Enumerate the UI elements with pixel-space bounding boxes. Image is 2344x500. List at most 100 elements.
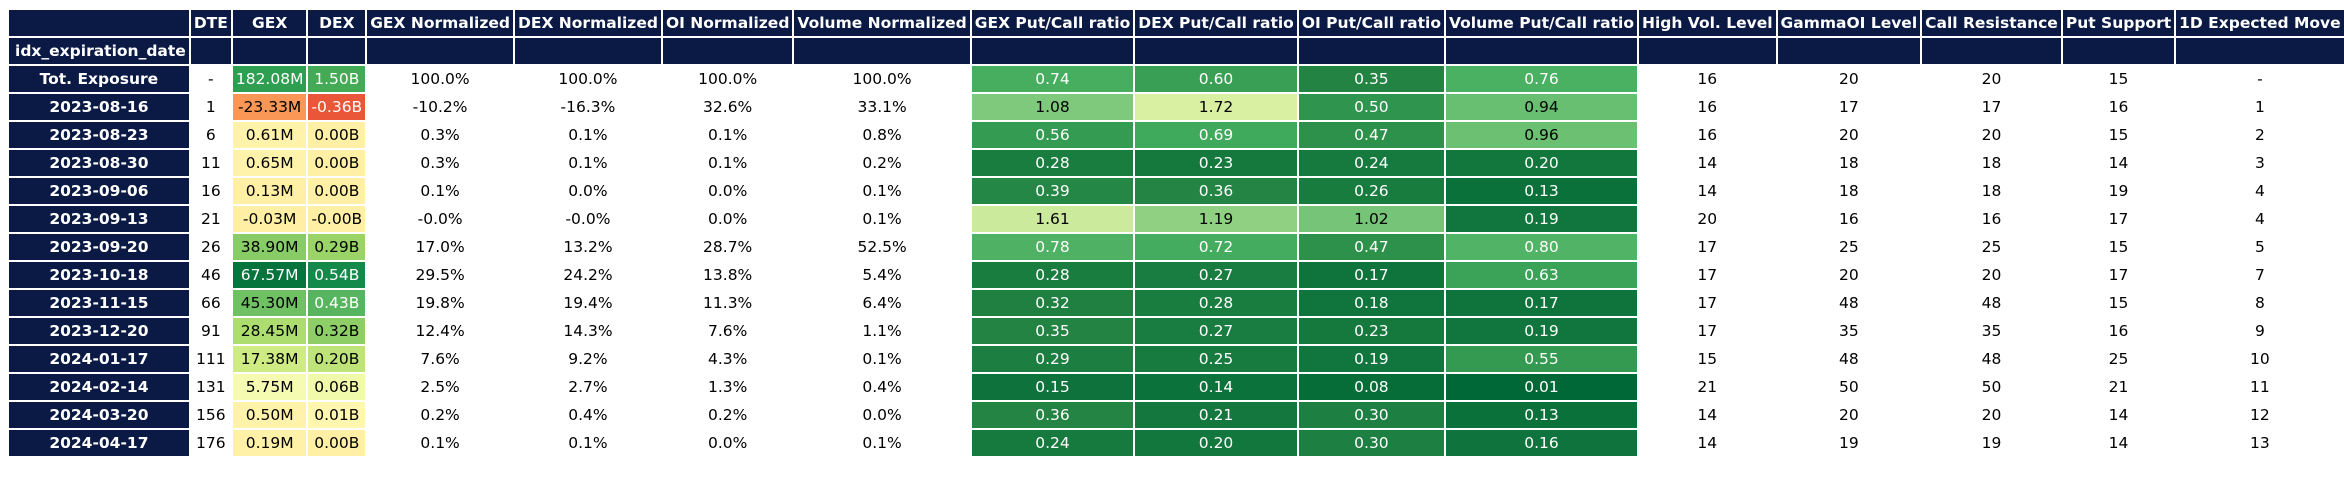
cell-dex: 0.43B xyxy=(308,290,366,316)
cell-gammaoi-level: 20 xyxy=(1838,406,1859,424)
cell-call-resistance: 19 xyxy=(1981,434,2002,452)
cell-oi-normalized: 4.3% xyxy=(707,350,748,368)
cell-volume-normalized: 0.1% xyxy=(862,182,902,200)
cell-dte: 11 xyxy=(200,154,221,172)
col-header-dex-normalized: DEX Normalized xyxy=(515,10,661,36)
cell-call-resistance: 18 xyxy=(1981,154,2002,172)
cell-1d-expected-move: 9 xyxy=(2254,322,2265,340)
cell-gex-put-call-ratio: 0.29 xyxy=(971,346,1134,372)
cell-gex-normalized: 0.1% xyxy=(420,182,460,200)
cell-volume-normalized: 5.4% xyxy=(862,266,902,284)
cell-dte: 91 xyxy=(200,322,221,340)
cell-oi-normalized: 1.3% xyxy=(707,378,748,396)
cell-put-support: 15 xyxy=(2108,126,2129,144)
cell-dex-normalized: -0.0% xyxy=(565,210,611,228)
cell-gex: 67.57M xyxy=(232,262,307,288)
table-row: 2023-12-20 91 28.45M 0.32B 12.4% 14.3% 7.6% 1.1… xyxy=(9,318,2344,344)
cell-oi-put-call-ratio: 0.18 xyxy=(1298,290,1444,316)
col-header-dex-put-call-ratio: DEX Put/Call ratio xyxy=(1135,10,1297,36)
cell-call-resistance: 20 xyxy=(1981,70,2002,88)
cell-put-support: 17 xyxy=(2108,210,2129,228)
index-name-label: idx_expiration_date xyxy=(9,38,189,64)
cell-dex: -0.00B xyxy=(308,206,366,232)
cell-dex-normalized: -16.3% xyxy=(560,98,616,116)
cell-high-vol-level: 17 xyxy=(1697,238,1718,256)
cell-oi-normalized: 7.6% xyxy=(707,322,748,340)
cell-oi-put-call-ratio: 0.50 xyxy=(1298,94,1444,120)
cell-put-support: 16 xyxy=(2108,322,2129,340)
cell-gammaoi-level: 16 xyxy=(1838,210,1859,228)
index-name-row: idx_expiration_date xyxy=(9,38,2344,64)
cell-dex: -0.36B xyxy=(308,94,366,120)
table-row: 2024-02-14 131 5.75M 0.06B 2.5% 2.7% 1.3% 0.4% 0… xyxy=(9,374,2344,400)
cell-dex: 0.00B xyxy=(308,150,366,176)
cell-call-resistance: 20 xyxy=(1981,406,2002,424)
cell-gammaoi-level: 20 xyxy=(1838,266,1859,284)
cell-volume-put-call-ratio: 0.01 xyxy=(1445,374,1637,400)
cell-1d-expected-move: 4 xyxy=(2254,210,2265,228)
cell-put-support: 25 xyxy=(2108,350,2129,368)
cell-gex-put-call-ratio: 0.36 xyxy=(971,402,1134,428)
cell-dex-put-call-ratio: 0.14 xyxy=(1135,374,1297,400)
cell-call-resistance: 20 xyxy=(1981,266,2002,284)
cell-dex-normalized: 0.1% xyxy=(568,154,608,172)
cell-1d-expected-move: 8 xyxy=(2254,294,2265,312)
cell-volume-normalized: 0.8% xyxy=(862,126,902,144)
cell-gex-put-call-ratio: 1.61 xyxy=(971,206,1134,232)
cell-1d-expected-move: 10 xyxy=(2250,350,2270,368)
row-label: 2023-12-20 xyxy=(9,318,189,344)
cell-1d-expected-move: 3 xyxy=(2254,154,2265,172)
cell-1d-expected-move: 2 xyxy=(2254,126,2265,144)
cell-high-vol-level: 14 xyxy=(1697,406,1718,424)
cell-volume-put-call-ratio: 0.13 xyxy=(1445,402,1637,428)
cell-oi-normalized: 13.8% xyxy=(703,266,753,284)
cell-gex: 0.19M xyxy=(232,430,307,456)
cell-volume-put-call-ratio: 0.13 xyxy=(1445,178,1637,204)
col-header-gex-normalized: GEX Normalized xyxy=(367,10,513,36)
cell-dte: 21 xyxy=(200,210,221,228)
cell-put-support: 14 xyxy=(2108,154,2129,172)
cell-volume-put-call-ratio: 0.94 xyxy=(1445,94,1637,120)
cell-gex: 0.61M xyxy=(232,122,307,148)
index-row-blank-cell xyxy=(662,38,793,64)
cell-volume-normalized: 0.4% xyxy=(862,378,902,396)
table-row: 2023-09-20 26 38.90M 0.29B 17.0% 13.2% 28.7% 52… xyxy=(9,234,2344,260)
row-label: 2024-03-20 xyxy=(9,402,189,428)
cell-dex-normalized: 0.4% xyxy=(568,406,608,424)
cell-high-vol-level: 14 xyxy=(1697,434,1718,452)
index-row-blank-cell xyxy=(1298,38,1444,64)
gex-table: DTE GEX DEX GEX Normalized DEX Normalized OI … xyxy=(7,8,2344,458)
index-row-blank-cell xyxy=(367,38,513,64)
cell-gex-put-call-ratio: 0.74 xyxy=(971,66,1134,92)
cell-dex-put-call-ratio: 1.19 xyxy=(1135,206,1297,232)
row-label: 2024-01-17 xyxy=(9,346,189,372)
cell-gammaoi-level: 50 xyxy=(1838,378,1859,396)
index-corner-cell xyxy=(9,10,189,36)
cell-call-resistance: 48 xyxy=(1981,294,2002,312)
cell-volume-put-call-ratio: 0.17 xyxy=(1445,290,1637,316)
cell-dte: 156 xyxy=(196,406,226,424)
table-head: DTE GEX DEX GEX Normalized DEX Normalized OI … xyxy=(9,10,2344,64)
cell-dex: 0.00B xyxy=(308,178,366,204)
cell-gex-put-call-ratio: 0.32 xyxy=(971,290,1134,316)
cell-put-support: 21 xyxy=(2108,378,2129,396)
cell-high-vol-level: 17 xyxy=(1697,266,1718,284)
cell-high-vol-level: 14 xyxy=(1697,154,1718,172)
cell-gex: 45.30M xyxy=(232,290,307,316)
cell-oi-put-call-ratio: 0.24 xyxy=(1298,150,1444,176)
cell-dte: 111 xyxy=(196,350,226,368)
cell-oi-normalized: 11.3% xyxy=(703,294,753,312)
table-row: 2023-09-06 16 0.13M 0.00B 0.1% 0.0% 0.0% 0.1% 0.… xyxy=(9,178,2344,204)
column-header-row: DTE GEX DEX GEX Normalized DEX Normalized OI … xyxy=(9,10,2344,36)
cell-dex-put-call-ratio: 0.36 xyxy=(1135,178,1297,204)
cell-volume-put-call-ratio: 0.96 xyxy=(1445,122,1637,148)
cell-volume-put-call-ratio: 0.16 xyxy=(1445,430,1637,456)
cell-gammaoi-level: 18 xyxy=(1838,182,1859,200)
table-row: 2023-11-15 66 45.30M 0.43B 19.8% 19.4% 11.3% 6.… xyxy=(9,290,2344,316)
cell-oi-put-call-ratio: 0.17 xyxy=(1298,262,1444,288)
table-row: 2023-08-16 1 -23.33M -0.36B -10.2% -16.3% 32.6… xyxy=(9,94,2344,120)
index-row-blank-cell xyxy=(190,38,231,64)
cell-dex-normalized: 100.0% xyxy=(558,70,618,88)
cell-gex-put-call-ratio: 0.56 xyxy=(971,122,1134,148)
cell-dex-put-call-ratio: 0.69 xyxy=(1135,122,1297,148)
